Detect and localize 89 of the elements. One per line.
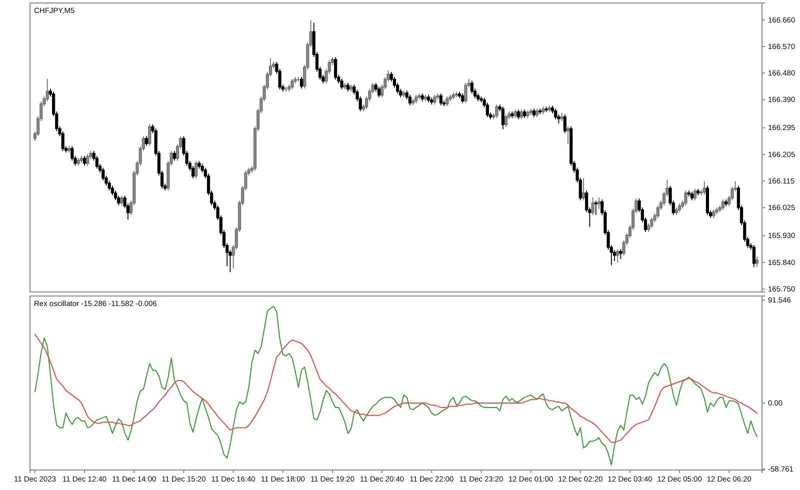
candlestick bbox=[446, 96, 449, 107]
candlestick bbox=[80, 155, 83, 164]
candlestick bbox=[148, 124, 152, 146]
candlestick bbox=[526, 110, 530, 119]
candlestick bbox=[46, 78, 49, 102]
candlestick bbox=[755, 256, 759, 268]
candlestick bbox=[194, 160, 198, 179]
candlestick bbox=[418, 93, 421, 100]
candlestick bbox=[377, 86, 381, 98]
candlestick bbox=[542, 106, 545, 115]
candlestick bbox=[86, 154, 90, 166]
candlestick bbox=[563, 114, 566, 134]
candlestick bbox=[408, 94, 412, 106]
candlestick bbox=[82, 155, 86, 166]
candlestick bbox=[690, 191, 694, 201]
candlestick bbox=[721, 198, 724, 211]
candlestick bbox=[616, 248, 620, 263]
candlestick bbox=[461, 93, 464, 104]
candlestick bbox=[594, 200, 598, 216]
candlestick bbox=[340, 78, 344, 90]
candlestick bbox=[420, 93, 424, 102]
candlestick bbox=[448, 94, 452, 102]
candlestick bbox=[144, 136, 148, 146]
candlestick bbox=[68, 146, 71, 154]
candlestick bbox=[334, 56, 338, 80]
candlestick bbox=[346, 82, 350, 92]
candlestick bbox=[674, 206, 678, 216]
candlestick bbox=[554, 108, 558, 120]
candlestick bbox=[650, 217, 654, 229]
candlestick bbox=[76, 158, 80, 166]
line-series bbox=[34, 306, 758, 466]
candlestick bbox=[712, 209, 716, 218]
candlestick bbox=[70, 146, 74, 162]
candlestick bbox=[591, 196, 594, 216]
candlestick bbox=[343, 82, 346, 90]
candlestick bbox=[566, 126, 570, 145]
candlestick bbox=[696, 188, 700, 196]
candlestick bbox=[452, 92, 455, 100]
candlestick bbox=[439, 93, 442, 106]
candlestick bbox=[706, 185, 710, 216]
candlestick bbox=[501, 106, 504, 130]
candlestick bbox=[520, 109, 524, 120]
candlestick bbox=[548, 105, 551, 113]
candlestick bbox=[454, 91, 458, 98]
candlestick bbox=[300, 76, 304, 89]
candlestick bbox=[198, 160, 201, 170]
candlestick bbox=[61, 130, 64, 152]
line-series bbox=[34, 334, 758, 443]
candlestick bbox=[95, 155, 98, 170]
candlestick bbox=[678, 203, 682, 213]
candlestick bbox=[724, 198, 728, 207]
candlestick bbox=[290, 78, 294, 90]
candlestick bbox=[523, 109, 526, 119]
candlestick bbox=[514, 109, 517, 119]
candlestick bbox=[402, 90, 406, 98]
candlestick bbox=[597, 196, 601, 210]
candlestick bbox=[529, 108, 532, 116]
candlestick bbox=[411, 98, 415, 106]
candlestick bbox=[516, 109, 520, 120]
candlestick bbox=[284, 86, 288, 92]
candlestick bbox=[687, 190, 690, 197]
candlestick bbox=[510, 111, 514, 119]
candlestick bbox=[350, 84, 353, 92]
candlestick bbox=[538, 108, 542, 115]
candlestick bbox=[684, 190, 688, 206]
candlestick bbox=[532, 108, 536, 118]
candlestick bbox=[495, 104, 498, 119]
candlestick bbox=[433, 94, 436, 105]
candlestick bbox=[424, 94, 427, 102]
candlestick bbox=[470, 80, 474, 94]
candlestick bbox=[296, 76, 300, 82]
candlestick bbox=[702, 180, 706, 195]
candlestick bbox=[656, 204, 660, 218]
candlestick bbox=[619, 248, 622, 260]
candlestick bbox=[172, 150, 176, 162]
candlestick bbox=[430, 97, 434, 105]
candlestick bbox=[544, 106, 548, 113]
candlestick bbox=[414, 94, 418, 104]
candlestick bbox=[120, 195, 124, 206]
candlestick bbox=[715, 206, 718, 215]
candlestick bbox=[464, 82, 468, 104]
candlestick bbox=[535, 108, 539, 118]
candlestick bbox=[752, 244, 756, 268]
candlestick bbox=[694, 188, 697, 201]
candlestick bbox=[560, 112, 564, 122]
candlestick bbox=[476, 93, 480, 102]
candlestick bbox=[504, 114, 508, 128]
candlestick bbox=[426, 94, 430, 103]
candlestick bbox=[582, 178, 586, 201]
